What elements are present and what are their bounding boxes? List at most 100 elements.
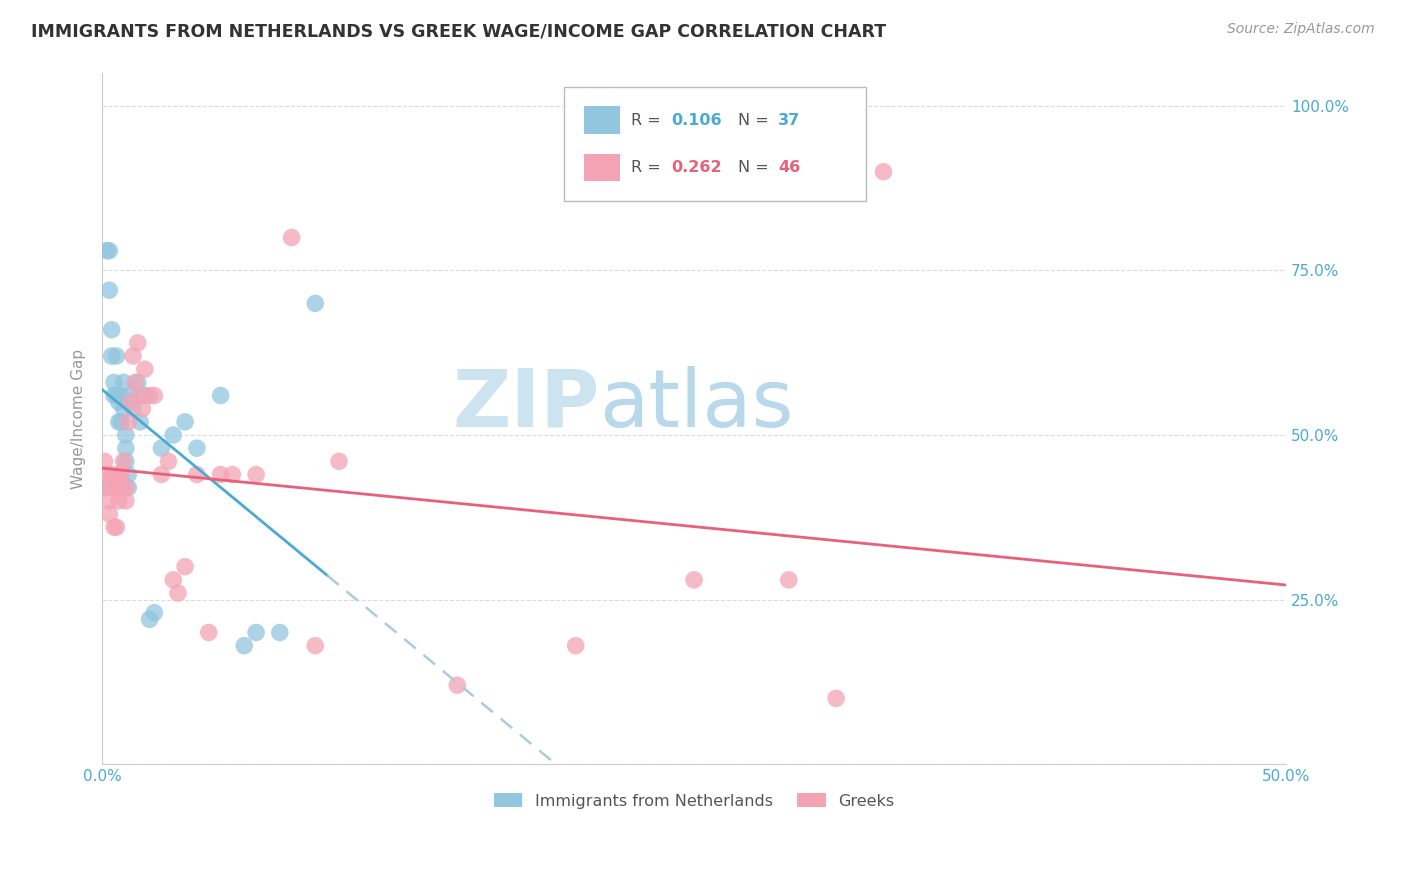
Point xyxy=(683,573,706,587)
Point xyxy=(115,428,138,442)
Text: N =: N = xyxy=(738,160,773,175)
Text: N =: N = xyxy=(738,112,773,128)
Point xyxy=(186,467,208,482)
Text: R =: R = xyxy=(631,160,666,175)
Point xyxy=(120,395,142,409)
Text: ZIP: ZIP xyxy=(453,366,599,443)
Point xyxy=(105,388,128,402)
Point xyxy=(197,625,219,640)
Point xyxy=(107,493,129,508)
Point xyxy=(328,454,350,468)
Point xyxy=(209,467,232,482)
Text: IMMIGRANTS FROM NETHERLANDS VS GREEK WAGE/INCOME GAP CORRELATION CHART: IMMIGRANTS FROM NETHERLANDS VS GREEK WAG… xyxy=(31,22,886,40)
Point xyxy=(162,573,184,587)
Point xyxy=(96,244,118,258)
Point xyxy=(112,401,135,416)
Point xyxy=(162,428,184,442)
Point xyxy=(112,376,135,390)
Point xyxy=(269,625,291,640)
Text: Source: ZipAtlas.com: Source: ZipAtlas.com xyxy=(1227,22,1375,37)
Point xyxy=(120,388,142,402)
Point xyxy=(122,349,145,363)
Point xyxy=(167,586,190,600)
Point xyxy=(446,678,468,692)
Point xyxy=(93,454,115,468)
Point xyxy=(100,349,122,363)
Point xyxy=(115,454,138,468)
Point xyxy=(110,388,132,402)
Point xyxy=(122,401,145,416)
Point xyxy=(105,349,128,363)
Point xyxy=(129,388,152,402)
Point xyxy=(280,230,302,244)
Point xyxy=(117,467,139,482)
Point xyxy=(103,520,125,534)
Point xyxy=(98,244,121,258)
Point xyxy=(117,481,139,495)
Y-axis label: Wage/Income Gap: Wage/Income Gap xyxy=(72,349,86,489)
Point xyxy=(304,639,326,653)
Point xyxy=(186,441,208,455)
Point xyxy=(93,481,115,495)
Point xyxy=(107,415,129,429)
Bar xyxy=(583,153,620,181)
Point xyxy=(115,441,138,455)
Point xyxy=(103,481,125,495)
Point xyxy=(100,323,122,337)
Text: R =: R = xyxy=(631,112,666,128)
Text: atlas: atlas xyxy=(599,366,794,443)
Legend: Immigrants from Netherlands, Greeks: Immigrants from Netherlands, Greeks xyxy=(486,787,901,815)
Point xyxy=(138,388,160,402)
Point xyxy=(131,401,153,416)
Point xyxy=(105,520,128,534)
Point xyxy=(143,388,166,402)
Point xyxy=(112,454,135,468)
Point xyxy=(105,481,128,495)
Text: 0.262: 0.262 xyxy=(672,160,723,175)
Text: 0.106: 0.106 xyxy=(672,112,723,128)
Point xyxy=(100,467,122,482)
Point xyxy=(150,441,173,455)
Point xyxy=(150,467,173,482)
Point xyxy=(209,388,232,402)
Point xyxy=(110,415,132,429)
Point xyxy=(134,362,156,376)
FancyBboxPatch shape xyxy=(564,87,866,201)
Point xyxy=(129,415,152,429)
Point xyxy=(117,415,139,429)
Point xyxy=(174,415,197,429)
Point xyxy=(96,481,118,495)
Point xyxy=(138,612,160,626)
Text: 46: 46 xyxy=(778,160,800,175)
Point xyxy=(107,467,129,482)
Point xyxy=(110,467,132,482)
Point xyxy=(103,388,125,402)
Point xyxy=(304,296,326,310)
Bar xyxy=(583,106,620,134)
Point xyxy=(245,467,267,482)
Point xyxy=(564,639,586,653)
Point xyxy=(124,376,146,390)
Point xyxy=(98,507,121,521)
Text: 37: 37 xyxy=(778,112,800,128)
Point xyxy=(174,559,197,574)
Point xyxy=(127,335,149,350)
Point xyxy=(98,493,121,508)
Point xyxy=(115,481,138,495)
Point xyxy=(107,395,129,409)
Point xyxy=(233,639,256,653)
Point xyxy=(245,625,267,640)
Point xyxy=(96,467,118,482)
Point xyxy=(127,376,149,390)
Point xyxy=(157,454,180,468)
Point xyxy=(221,467,243,482)
Point xyxy=(134,388,156,402)
Point xyxy=(778,573,800,587)
Point xyxy=(115,493,138,508)
Point xyxy=(143,606,166,620)
Point xyxy=(110,481,132,495)
Point xyxy=(872,165,894,179)
Point xyxy=(103,376,125,390)
Point xyxy=(825,691,848,706)
Point xyxy=(98,283,121,297)
